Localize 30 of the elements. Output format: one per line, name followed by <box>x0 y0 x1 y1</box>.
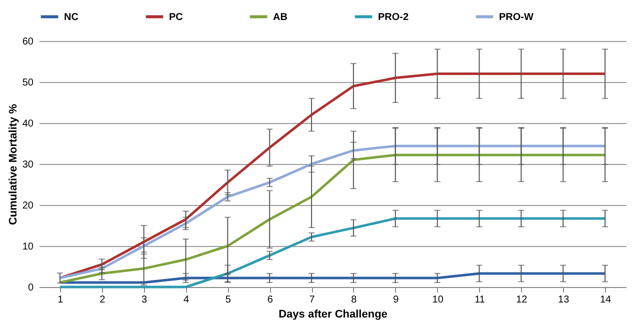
x-tick-label: 6 <box>267 294 274 306</box>
legend-label: PC <box>169 12 183 23</box>
line-series <box>58 72 606 280</box>
y-tick-label: 10 <box>22 242 34 252</box>
x-tick-label: 12 <box>516 294 528 306</box>
x-tick-label: 11 <box>474 294 486 306</box>
y-tick-label: 40 <box>22 118 34 130</box>
x-tick-label: 14 <box>600 294 612 306</box>
x-axis-title: Days after Challenge <box>278 308 388 320</box>
y-tick-label: 50 <box>22 78 34 88</box>
x-tick-label: 7 <box>309 294 316 306</box>
x-tick-label: 2 <box>100 294 106 306</box>
legend-label: NC <box>64 12 78 23</box>
y-axis-title: Cumulative Mortality % <box>7 104 20 226</box>
legend-label: AB <box>273 12 288 23</box>
x-tick-label: 8 <box>351 294 358 306</box>
legend-label: PRO-2 <box>378 12 409 23</box>
y-tick-label: 0 <box>28 282 34 294</box>
x-tick-label: 9 <box>393 294 400 306</box>
x-tick-label: 3 <box>142 294 148 306</box>
y-tick-label: 60 <box>22 36 34 48</box>
x-tick-label: 10 <box>432 294 444 306</box>
x-tick-label: 5 <box>225 294 232 306</box>
legend-label: PRO-W <box>499 12 534 23</box>
x-tick-label: 1 <box>58 294 64 306</box>
line-series <box>58 217 606 288</box>
y-tick-label: 20 <box>22 200 34 212</box>
y-tick-label: 30 <box>22 160 34 170</box>
x-tick-label: 4 <box>183 294 190 306</box>
x-tick-label: 13 <box>558 294 570 306</box>
